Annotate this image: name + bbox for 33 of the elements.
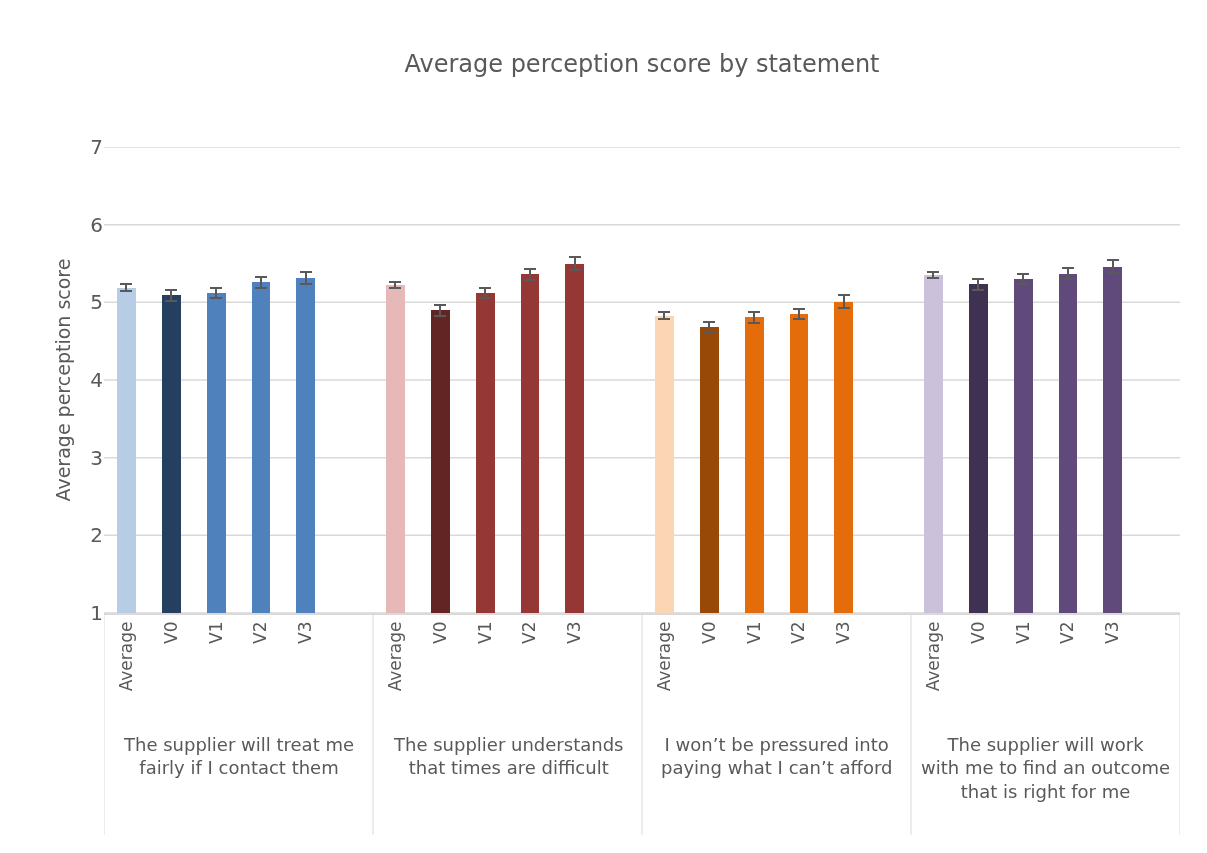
x-tick-label: V1 (1012, 621, 1033, 644)
x-tick-label: Average (115, 621, 136, 692)
x-tick-label: V3 (1102, 621, 1123, 644)
y-tick-label: 7 (90, 135, 103, 159)
x-tick-label: Average (922, 621, 943, 692)
y-tick-label: 1 (90, 601, 103, 625)
x-tick-label: V1 (743, 621, 764, 644)
x-tick-label: Average (653, 621, 674, 692)
text: The supplier will work with me to find an outcome that is right for me (921, 734, 1171, 802)
x-tick-label: V0 (698, 621, 719, 644)
x-tick-label: V2 (788, 621, 809, 644)
chart-title: Average perception score by statement (404, 50, 880, 79)
text: The supplier understands that times are difficult (393, 734, 624, 779)
x-tick-label: V2 (250, 621, 271, 644)
x-tick-label: V0 (160, 621, 181, 644)
y-tick-label: 4 (90, 368, 103, 392)
y-axis-title: Average perception score (52, 258, 75, 502)
x-tick-label: V3 (295, 621, 316, 644)
x-tick-label: Average (384, 621, 405, 692)
text: The supplier will treat me fairly if I contact them (123, 734, 355, 779)
y-tick-label: 3 (90, 445, 103, 470)
x-tick-label: V1 (474, 621, 495, 644)
x-tick-label: V2 (519, 621, 540, 644)
text: I won’t be pressured into paying what I can’t afford (661, 734, 893, 779)
x-tick-label: V1 (205, 621, 226, 644)
x-tick-label: V3 (564, 621, 585, 644)
x-tick-label: V0 (967, 621, 988, 644)
x-tick-label: V2 (1057, 621, 1078, 644)
y-tick-label: 6 (90, 212, 103, 237)
x-tick-label: V0 (429, 621, 450, 644)
x-tick-label: V3 (833, 621, 854, 644)
y-tick-label: 2 (90, 523, 103, 548)
y-tick-label: 5 (90, 290, 103, 315)
